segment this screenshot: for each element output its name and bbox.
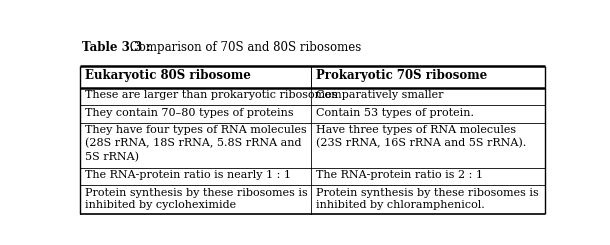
Bar [80,106,545,123]
Bar [80,66,545,88]
Text: Have three types of RNA molecules
(23S rRNA, 16S rRNA and 5S rRNA).: Have three types of RNA molecules (23S r… [316,125,526,149]
Text: They have four types of RNA molecules
(28S rRNA, 18S rRNA, 5.8S rRNA and
5S rRNA: They have four types of RNA molecules (2… [85,125,306,162]
Text: Eukaryotic 80S ribosome: Eukaryotic 80S ribosome [85,69,251,82]
Text: Protein synthesis by these ribosomes is
inhibited by cycloheximide: Protein synthesis by these ribosomes is … [85,187,307,210]
Bar [80,168,545,185]
Text: The RNA-protein ratio is 2 : 1: The RNA-protein ratio is 2 : 1 [316,170,483,180]
Text: Prokaryotic 70S ribosome: Prokaryotic 70S ribosome [316,69,487,82]
Text: Protein synthesis by these ribosomes is
inhibited by chloramphenicol.: Protein synthesis by these ribosomes is … [316,187,539,210]
Text: The RNA-protein ratio is nearly 1 : 1: The RNA-protein ratio is nearly 1 : 1 [85,170,291,180]
Text: Comparison of 70S and 80S ribosomes: Comparison of 70S and 80S ribosomes [126,41,361,54]
Text: They contain 70–80 types of proteins: They contain 70–80 types of proteins [85,108,293,118]
Bar [80,123,545,168]
Text: Comparatively smaller: Comparatively smaller [316,90,443,100]
Bar [80,88,545,106]
Text: These are larger than prokaryotic ribosomes: These are larger than prokaryotic riboso… [85,90,337,100]
Text: Table 3.3 :: Table 3.3 : [82,41,151,54]
Text: Contain 53 types of protein.: Contain 53 types of protein. [316,108,474,118]
Bar [80,185,545,214]
